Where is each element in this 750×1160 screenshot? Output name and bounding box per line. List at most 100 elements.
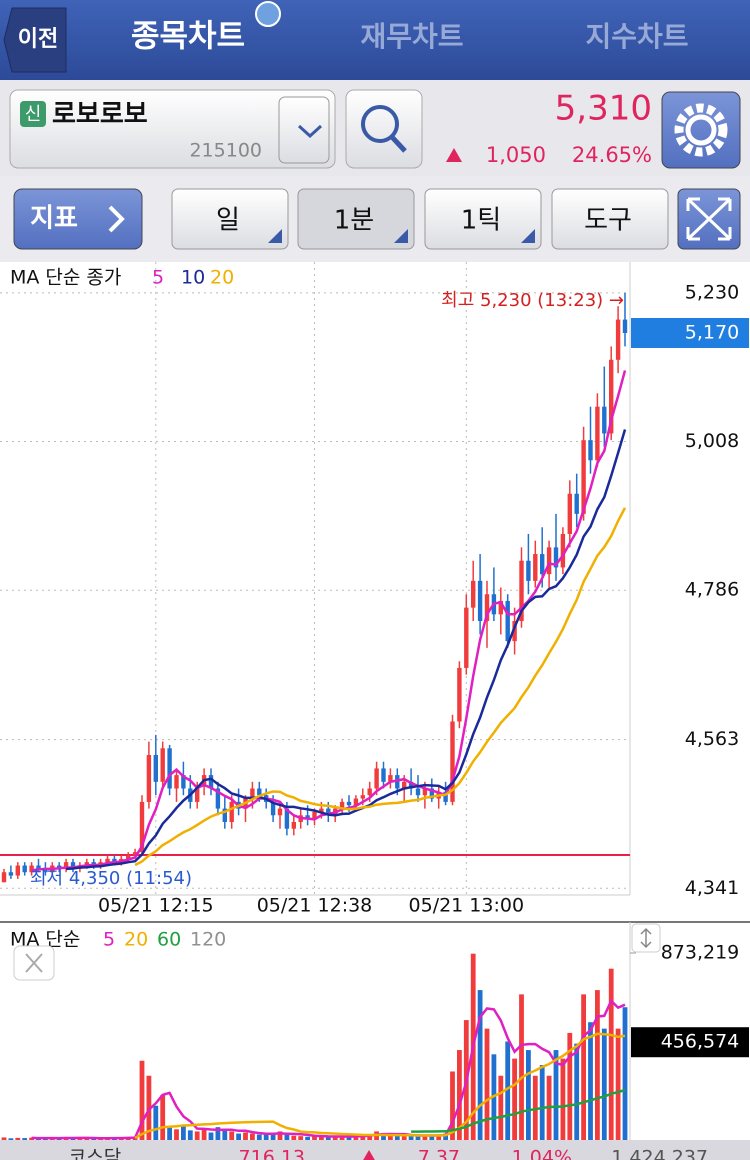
candle-body xyxy=(388,775,393,782)
candle-body xyxy=(622,319,628,334)
tab-active[interactable]: 종목차트 xyxy=(131,19,245,55)
volume-bar xyxy=(187,1130,193,1140)
x-tick-label: 05/21 12:38 xyxy=(257,895,373,917)
candle-body xyxy=(402,781,407,789)
volume-bar xyxy=(443,1133,448,1140)
volume-bar xyxy=(601,1028,607,1140)
tool-button[interactable] xyxy=(297,188,415,250)
candle-body xyxy=(546,547,552,575)
tab[interactable]: 지수차트 xyxy=(585,20,688,53)
candle-body xyxy=(215,788,221,809)
candle-body xyxy=(153,755,158,782)
tool-label[interactable]: 1틱 xyxy=(461,206,501,236)
candle-body xyxy=(615,319,621,360)
back-button[interactable] xyxy=(3,7,67,73)
expand-icon xyxy=(686,197,732,241)
volume-bar xyxy=(394,1135,400,1140)
volume-bar xyxy=(305,1136,310,1140)
volume-bar xyxy=(201,1128,207,1140)
indicator-button[interactable] xyxy=(13,188,143,250)
moving-average xyxy=(411,1088,626,1133)
volume-bar xyxy=(298,1136,304,1140)
y-tick-label: 5,230 xyxy=(685,281,739,303)
search-button[interactable] xyxy=(345,89,423,169)
current-tag xyxy=(631,1027,749,1058)
header-bar xyxy=(0,0,750,80)
resize-icon xyxy=(640,927,652,949)
candle-body xyxy=(84,862,89,866)
x-tick-label: 05/21 13:00 xyxy=(409,895,525,917)
candle-body xyxy=(477,580,483,622)
candle-body xyxy=(408,781,414,789)
volume-bar xyxy=(153,1105,159,1140)
up-arrow xyxy=(363,1150,375,1160)
candle-body xyxy=(146,755,152,802)
volume-bar xyxy=(167,1127,172,1140)
market-change: 7.37 xyxy=(418,1147,460,1160)
candle-body xyxy=(381,768,386,782)
volume-bar xyxy=(422,1135,428,1140)
y-tick-label: 5,008 xyxy=(685,430,739,452)
legend-entry: 5 xyxy=(152,267,164,289)
candle-body xyxy=(305,815,310,819)
low-label: 최저 4,350 (11:54) xyxy=(30,868,192,889)
candle-body xyxy=(8,872,14,876)
candle-body xyxy=(505,600,510,642)
badge xyxy=(20,101,46,127)
candle-body xyxy=(229,801,234,822)
legend-entry: 120 xyxy=(190,929,226,951)
volume-bar xyxy=(139,1060,145,1140)
corner-mark xyxy=(268,229,282,243)
candle-body xyxy=(132,852,138,856)
candle-body xyxy=(360,795,365,799)
volume-bar xyxy=(615,1028,621,1140)
tool-label[interactable]: 1분 xyxy=(334,206,374,236)
candle-body xyxy=(36,865,41,869)
volume-bar xyxy=(408,1135,414,1140)
candle-body xyxy=(519,560,524,622)
indicator-label[interactable]: 지표 xyxy=(30,204,78,234)
settings-button[interactable] xyxy=(661,91,741,169)
tab[interactable]: 재무차트 xyxy=(360,20,463,53)
candle-body xyxy=(43,868,48,873)
volume-bar xyxy=(256,1134,262,1140)
candle-body xyxy=(174,775,179,789)
tool-label[interactable]: 일 xyxy=(216,206,240,236)
volume-bar xyxy=(401,1134,407,1140)
volume-bar xyxy=(8,1138,14,1140)
badge-text: 신 xyxy=(25,104,42,125)
tool-button[interactable] xyxy=(171,188,289,250)
volume-bar xyxy=(146,1075,152,1140)
candle-body xyxy=(15,865,20,876)
legend-entry: 10 xyxy=(181,267,205,289)
volume-bar xyxy=(229,1131,235,1140)
tool-button[interactable] xyxy=(551,188,669,250)
change-pct: 24.65% xyxy=(572,143,652,167)
tool-label[interactable]: 도구 xyxy=(584,206,632,236)
volume-bar xyxy=(381,1133,386,1140)
moving-average xyxy=(134,1032,626,1139)
candle-body xyxy=(560,533,566,568)
volume-bar xyxy=(574,1043,580,1140)
back-label[interactable]: 이전 xyxy=(18,27,58,52)
volume-bar xyxy=(339,1136,345,1140)
chevron xyxy=(297,124,323,139)
corner-mark xyxy=(521,229,535,243)
volume-bar xyxy=(360,1135,366,1140)
candle-body xyxy=(22,865,27,873)
volume-bar xyxy=(312,1135,317,1140)
candle-body xyxy=(339,801,345,809)
volume-bar xyxy=(270,1133,276,1140)
volume-bar xyxy=(277,1131,283,1140)
candle-body xyxy=(443,791,448,802)
candle-body xyxy=(422,788,428,796)
candle-body xyxy=(126,855,131,859)
volume-bar xyxy=(581,994,586,1140)
candle-body xyxy=(450,721,455,802)
volume-bar xyxy=(284,1134,290,1140)
tool-button[interactable] xyxy=(424,188,542,250)
candle-body xyxy=(195,785,200,802)
stock-box[interactable] xyxy=(9,89,336,169)
legend-entry: 60 xyxy=(157,929,181,951)
stock-name[interactable]: 로보로보 xyxy=(52,100,148,130)
